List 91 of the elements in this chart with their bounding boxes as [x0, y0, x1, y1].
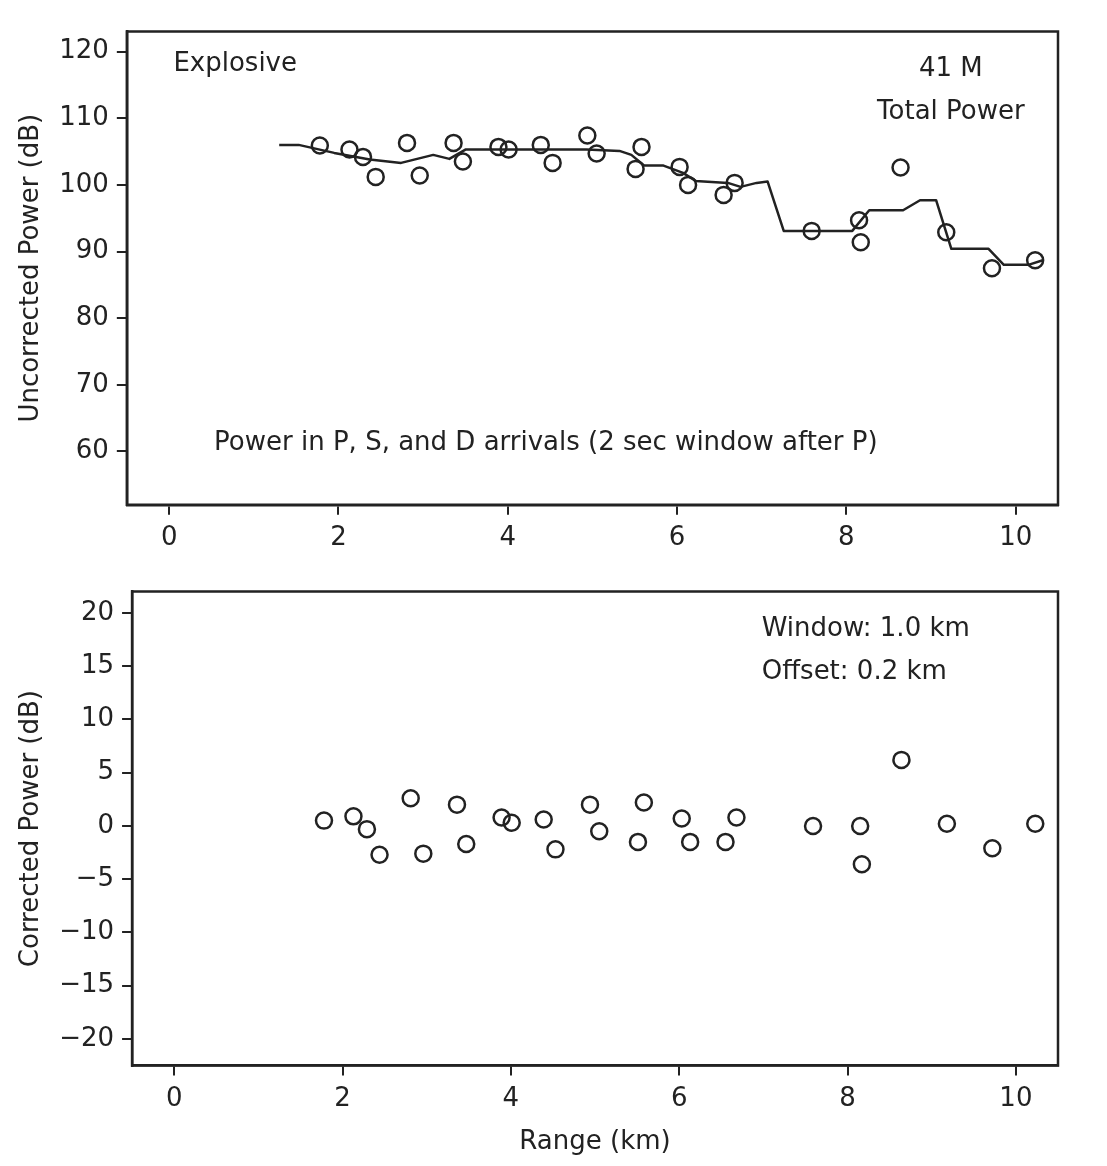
point	[626, 159, 645, 179]
annotation: Power in P, S, and D arrivals (2 sec window after P)	[214, 426, 878, 457]
x-tick-label: 8	[838, 521, 855, 552]
point	[1025, 250, 1045, 270]
x-tick-label: 6	[668, 521, 686, 552]
point	[587, 144, 606, 163]
x-tick-label: 10	[999, 521, 1033, 552]
annotation: Offset: 0.2 km	[761, 654, 947, 685]
point	[803, 816, 823, 836]
point	[891, 158, 910, 177]
point	[543, 153, 562, 173]
x-tick-label: 6	[670, 1081, 688, 1112]
point	[937, 814, 957, 834]
y-tick-label: −10	[59, 915, 115, 946]
x-tick-label: 2	[330, 521, 347, 552]
point	[1026, 814, 1045, 834]
point	[628, 832, 648, 852]
point	[340, 140, 359, 159]
point	[397, 133, 417, 153]
point	[589, 822, 609, 841]
point	[680, 832, 700, 852]
y-tick-label: 10	[80, 702, 115, 733]
point	[578, 126, 597, 145]
x-tick-label: 4	[499, 521, 517, 552]
point	[414, 844, 433, 863]
point	[678, 175, 698, 195]
y-axis-title: Uncorrected Power (dB)	[14, 113, 45, 423]
point	[727, 808, 746, 827]
y-tick-label: 5	[97, 755, 115, 786]
point	[499, 140, 518, 159]
y-axis-title: Corrected Power (dB)	[14, 690, 45, 968]
y-tick-label: 15	[80, 648, 115, 679]
annotation: 41 M	[919, 52, 983, 83]
point	[851, 232, 871, 252]
point	[852, 855, 872, 874]
point	[444, 133, 463, 153]
x-tick-label: 10	[999, 1081, 1033, 1112]
point	[982, 258, 1002, 278]
annotation: Total Power	[876, 94, 1026, 125]
point	[410, 166, 429, 185]
annotation: Explosive	[173, 47, 297, 78]
x-tick-label: 2	[334, 1081, 351, 1112]
point	[489, 137, 508, 157]
x-tick-label: 8	[839, 1081, 856, 1112]
y-tick-label: 120	[59, 34, 109, 65]
point	[447, 795, 467, 814]
point	[892, 750, 911, 770]
point	[672, 809, 691, 828]
point	[849, 210, 869, 230]
y-tick-label: −20	[59, 1021, 115, 1052]
point	[850, 816, 870, 836]
point	[983, 839, 1002, 858]
point	[353, 147, 373, 167]
point	[492, 808, 511, 827]
point	[534, 810, 553, 829]
y-tick-label: 0	[97, 808, 115, 839]
point	[634, 793, 654, 812]
x-axis-title: Range (km)	[519, 1125, 671, 1156]
point	[370, 845, 389, 864]
y-tick-label: 70	[75, 367, 109, 398]
y-tick-label: 90	[75, 234, 109, 265]
y-tick-label: 110	[59, 100, 109, 131]
point	[670, 157, 689, 177]
point	[632, 137, 651, 157]
point	[531, 135, 551, 155]
point	[344, 807, 363, 826]
point	[401, 788, 420, 808]
point	[357, 819, 377, 839]
y-tick-label: 80	[75, 300, 109, 331]
x-tick-label: 0	[160, 521, 178, 552]
x-tick-label: 0	[165, 1081, 183, 1112]
point	[366, 167, 385, 187]
point	[725, 173, 744, 193]
y-tick-label: 20	[80, 595, 115, 626]
y-tick-label: 60	[75, 434, 109, 465]
point	[716, 832, 735, 852]
point	[802, 221, 821, 241]
point	[714, 185, 733, 205]
point	[937, 222, 956, 242]
point	[502, 813, 521, 832]
y-tick-label: −15	[59, 968, 115, 999]
point	[314, 811, 334, 830]
annotation: Window: 1.0 km	[761, 612, 970, 643]
point	[457, 834, 476, 854]
point	[310, 136, 330, 155]
x-tick-label: 4	[502, 1081, 520, 1112]
y-tick-label: 100	[59, 167, 109, 198]
point	[453, 152, 473, 171]
point	[546, 840, 565, 859]
point	[580, 795, 600, 814]
y-tick-label: −5	[75, 861, 115, 892]
